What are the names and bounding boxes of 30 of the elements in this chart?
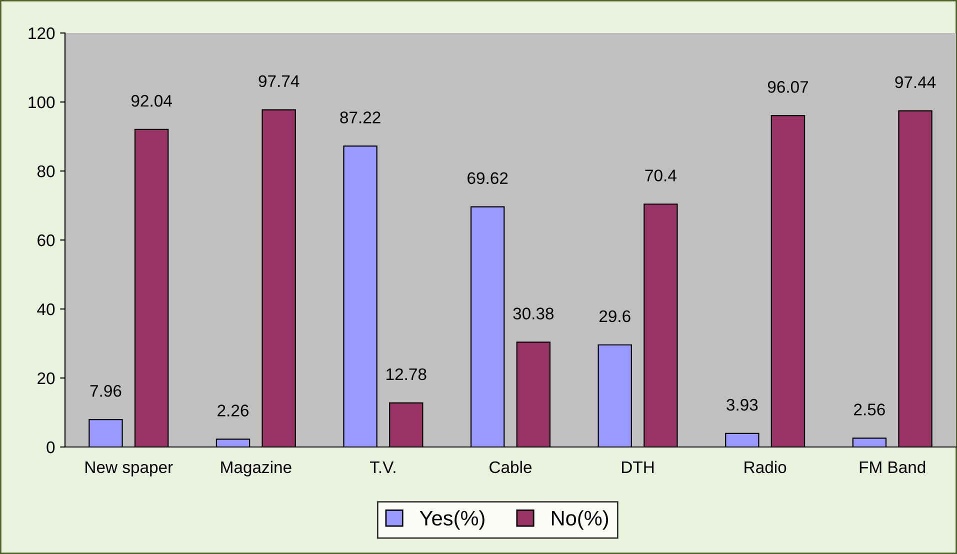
data-label: 2.26	[218, 404, 249, 416]
data-label: 69.62	[468, 172, 508, 184]
y-tick-label: 40	[37, 303, 55, 316]
y-tick-label: 60	[38, 234, 55, 246]
data-label: 97.44	[895, 76, 936, 88]
data-label: 97.74	[258, 75, 300, 88]
data-label: 29.6	[599, 310, 630, 322]
x-tick-label: Radio	[744, 460, 786, 474]
data-label: 87.22	[340, 112, 380, 124]
data-label: 96.07	[768, 81, 808, 93]
x-tick-label: FM Band	[860, 460, 926, 474]
y-tick-label: 80	[37, 165, 55, 178]
data-label: 7.96	[90, 384, 122, 397]
data-label: 3.93	[726, 398, 758, 411]
y-tick-label: 120	[28, 27, 55, 40]
data-label: 30.38	[513, 308, 554, 320]
x-tick-label: New spaper	[86, 462, 173, 476]
y-tick-label: 20	[38, 372, 55, 384]
data-label: 2.56	[854, 404, 885, 416]
legend-label: No(%)	[552, 510, 608, 530]
y-tick-label: 100	[28, 96, 55, 108]
x-tick-label: DTH	[622, 462, 654, 473]
x-tick-label: T.V.	[370, 462, 396, 473]
x-tick-label: Cable	[490, 460, 532, 474]
legend-label: Yes(%)	[420, 510, 484, 530]
data-label: 12.78	[386, 368, 426, 380]
data-label: 92.04	[131, 94, 172, 107]
x-tick-label: Magazine	[221, 460, 292, 476]
data-label: 70.4	[645, 170, 676, 182]
y-tick-label: 0	[46, 441, 55, 454]
